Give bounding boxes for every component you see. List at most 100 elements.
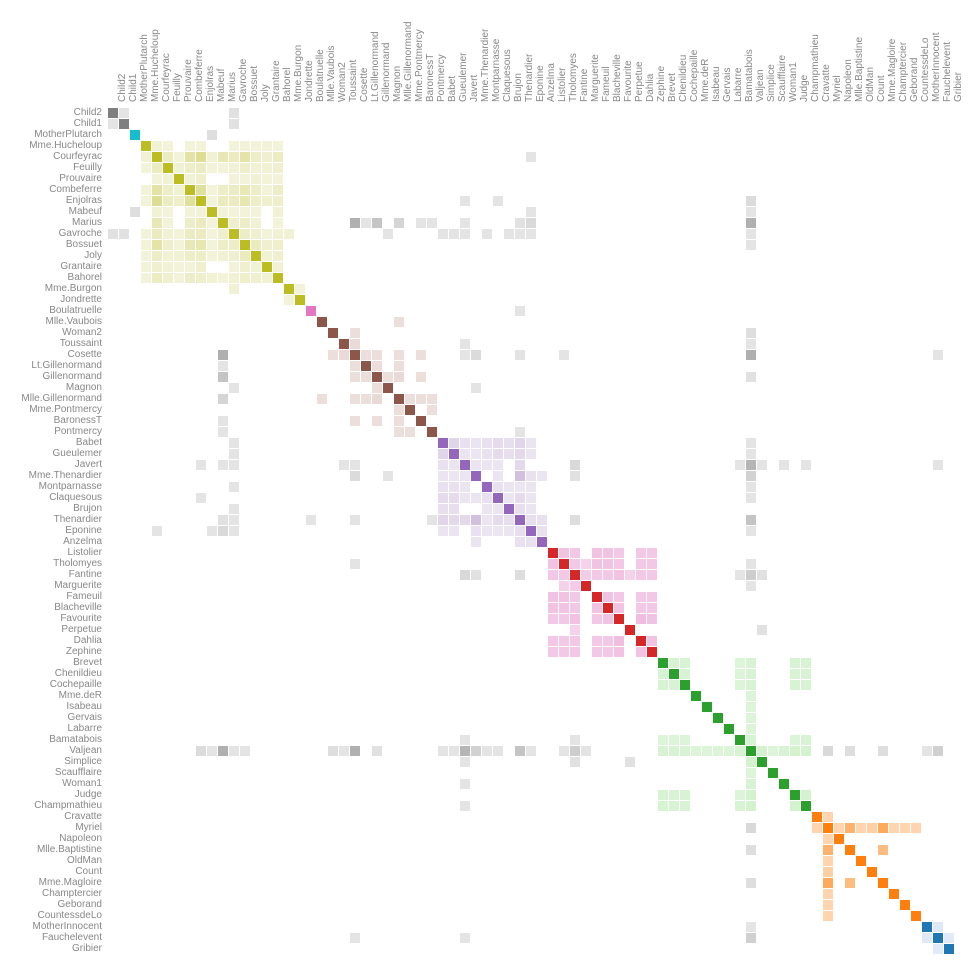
matrix-cell[interactable]	[328, 350, 338, 360]
matrix-cell[interactable]	[471, 493, 481, 503]
matrix-cell[interactable]	[108, 229, 118, 239]
matrix-cell[interactable]	[141, 240, 151, 250]
column-label[interactable]: Scaufflaire	[777, 55, 788, 102]
row-label[interactable]: Champtercier	[0, 888, 102, 899]
matrix-cell[interactable]	[746, 823, 756, 833]
matrix-cell[interactable]	[438, 482, 448, 492]
matrix-cell[interactable]	[614, 548, 624, 558]
matrix-cell[interactable]	[878, 823, 888, 833]
matrix-cell[interactable]	[504, 229, 514, 239]
matrix-cell[interactable]	[449, 746, 459, 756]
matrix-cell[interactable]	[174, 196, 184, 206]
column-label[interactable]: Listolier	[557, 68, 568, 102]
column-label[interactable]: Simplice	[766, 64, 777, 102]
matrix-cell[interactable]	[570, 515, 580, 525]
column-label[interactable]: Eponine	[535, 65, 546, 102]
matrix-cell[interactable]	[108, 119, 118, 129]
matrix-cell[interactable]	[174, 152, 184, 162]
matrix-cell[interactable]	[570, 603, 580, 613]
matrix-cell[interactable]	[152, 240, 162, 250]
matrix-cell[interactable]	[240, 185, 250, 195]
matrix-cell[interactable]	[119, 119, 129, 129]
matrix-cell[interactable]	[680, 669, 690, 679]
matrix-cell[interactable]	[845, 845, 855, 855]
matrix-cell[interactable]	[746, 768, 756, 778]
matrix-cell[interactable]	[746, 493, 756, 503]
matrix-cell[interactable]	[790, 669, 800, 679]
matrix-cell[interactable]	[449, 449, 459, 459]
matrix-cell[interactable]	[350, 515, 360, 525]
row-label[interactable]: Javert	[0, 459, 102, 470]
matrix-cell[interactable]	[713, 713, 723, 723]
row-label[interactable]: Eponine	[0, 525, 102, 536]
matrix-cell[interactable]	[273, 229, 283, 239]
matrix-cell[interactable]	[229, 196, 239, 206]
matrix-cell[interactable]	[339, 746, 349, 756]
matrix-cell[interactable]	[141, 185, 151, 195]
matrix-cell[interactable]	[229, 251, 239, 261]
row-label[interactable]: Brevet	[0, 657, 102, 668]
matrix-cell[interactable]	[515, 526, 525, 536]
matrix-cell[interactable]	[570, 614, 580, 624]
matrix-cell[interactable]	[790, 658, 800, 668]
matrix-cell[interactable]	[196, 262, 206, 272]
column-label[interactable]: Bossuet	[249, 66, 260, 102]
matrix-cell[interactable]	[933, 746, 943, 756]
column-label[interactable]: Cochepaille	[689, 50, 700, 102]
column-label[interactable]: Perpetue	[634, 61, 645, 102]
matrix-cell[interactable]	[669, 658, 679, 668]
row-label[interactable]: Child2	[0, 107, 102, 118]
row-label[interactable]: Listolier	[0, 547, 102, 558]
matrix-cell[interactable]	[636, 614, 646, 624]
matrix-cell[interactable]	[493, 438, 503, 448]
row-label[interactable]: Labarre	[0, 723, 102, 734]
matrix-cell[interactable]	[196, 251, 206, 261]
row-label[interactable]: CountessdeLo	[0, 910, 102, 921]
matrix-cell[interactable]	[251, 174, 261, 184]
matrix-cell[interactable]	[449, 493, 459, 503]
matrix-cell[interactable]	[592, 636, 602, 646]
row-label[interactable]: Tholomyes	[0, 558, 102, 569]
matrix-cell[interactable]	[339, 339, 349, 349]
column-label[interactable]: Napoleon	[843, 59, 854, 102]
row-label[interactable]: Mme.Pontmercy	[0, 404, 102, 415]
matrix-cell[interactable]	[680, 801, 690, 811]
matrix-cell[interactable]	[933, 933, 943, 943]
row-label[interactable]: Fauchelevent	[0, 932, 102, 943]
matrix-cell[interactable]	[350, 933, 360, 943]
matrix-cell[interactable]	[449, 526, 459, 536]
matrix-cell[interactable]	[746, 581, 756, 591]
matrix-cell[interactable]	[823, 867, 833, 877]
matrix-cell[interactable]	[449, 471, 459, 481]
matrix-cell[interactable]	[746, 922, 756, 932]
matrix-cell[interactable]	[152, 273, 162, 283]
matrix-cell[interactable]	[493, 504, 503, 514]
matrix-cell[interactable]	[592, 548, 602, 558]
matrix-cell[interactable]	[757, 625, 767, 635]
matrix-cell[interactable]	[251, 207, 261, 217]
matrix-cell[interactable]	[493, 471, 503, 481]
column-label[interactable]: Mlle.Gillenormand	[403, 21, 414, 102]
matrix-cell[interactable]	[394, 416, 404, 426]
matrix-cell[interactable]	[394, 350, 404, 360]
column-label[interactable]: Blacheville	[612, 54, 623, 102]
matrix-cell[interactable]	[438, 449, 448, 459]
matrix-cell[interactable]	[570, 471, 580, 481]
matrix-cell[interactable]	[647, 548, 657, 558]
matrix-cell[interactable]	[878, 845, 888, 855]
column-label[interactable]: Joly	[260, 84, 271, 102]
column-label[interactable]: Count	[876, 75, 887, 102]
matrix-cell[interactable]	[801, 680, 811, 690]
matrix-cell[interactable]	[537, 471, 547, 481]
matrix-cell[interactable]	[702, 702, 712, 712]
matrix-cell[interactable]	[218, 273, 228, 283]
matrix-cell[interactable]	[449, 229, 459, 239]
matrix-cell[interactable]	[823, 823, 833, 833]
matrix-cell[interactable]	[427, 218, 437, 228]
column-label[interactable]: Boulatruelle	[315, 49, 326, 102]
matrix-cell[interactable]	[383, 471, 393, 481]
matrix-cell[interactable]	[482, 746, 492, 756]
matrix-cell[interactable]	[515, 229, 525, 239]
row-label[interactable]: Combeferre	[0, 184, 102, 195]
matrix-cell[interactable]	[218, 218, 228, 228]
